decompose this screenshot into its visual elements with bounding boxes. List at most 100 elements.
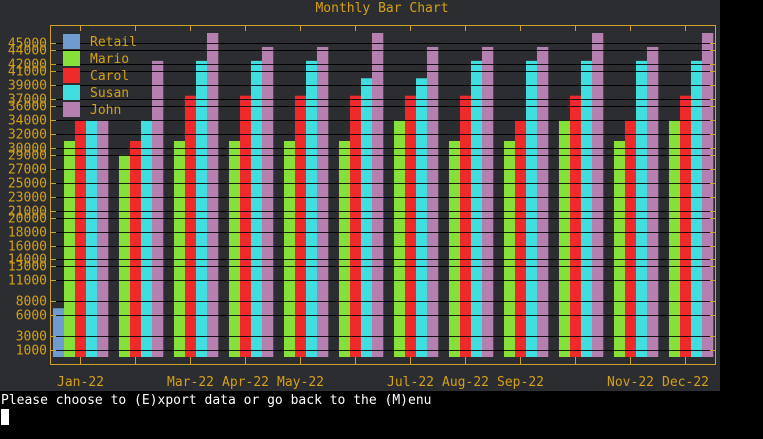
bar-john-may-22: John May-22: 44500 <box>317 46 329 357</box>
y-tick-label: 14000 <box>8 253 47 268</box>
bar-john-dec-22: John Dec-22: 46500 <box>702 33 714 357</box>
bar-john-apr-22: John Apr-22: 44500 <box>262 46 274 357</box>
y-tick-label: 13000 <box>8 260 47 275</box>
y-tick-label: 42000 <box>8 58 47 73</box>
x-tick-label: Aug-22 <box>442 375 489 390</box>
bar-carol-oct-22: Carol Oct-22: 37500 <box>570 95 582 358</box>
y-tick-label: 44000 <box>8 44 47 59</box>
bar-susan-sep-22: Susan Sep-22: 42500 <box>526 60 538 358</box>
bar-retail-jan-22: Retail Jan-22: 7000 <box>53 308 65 357</box>
bar-carol-aug-22: Carol Aug-22: 37500 <box>460 95 472 358</box>
bar-carol-apr-22: Carol Apr-22: 37500 <box>240 95 252 358</box>
bar-carol-jan-22: Carol Jan-22: 34000 <box>75 120 87 357</box>
plot-frame <box>50 25 716 365</box>
chart-title: Monthly Bar Chart <box>315 1 448 16</box>
text-cursor[interactable] <box>1 409 9 425</box>
legend-label-mario: Mario <box>90 52 129 67</box>
x-axis-ticks: Jan-22 Mar-22 Apr-22 May-22 Jul-22 Aug-22 Sep-… <box>57 26 709 390</box>
y-tick-label: 45000 <box>8 37 47 52</box>
y-tick-label: 20000 <box>8 212 47 227</box>
bar-mario-jul-22: Mario Jul-22: 34000 <box>394 120 406 357</box>
x-tick-label: May-22 <box>277 375 324 390</box>
bar-mario-sep-22: Mario Sep-22: 31000 <box>504 141 516 357</box>
bars: Retail Jan-22: 7000Mario Jan-22: 31000 Ma… <box>53 33 714 358</box>
legend-swatch-retail <box>63 34 80 49</box>
legend-label-carol: Carol <box>90 69 129 84</box>
bar-susan-aug-22: Susan Aug-22: 42500 <box>471 60 483 358</box>
y-tick-label: 29000 <box>8 149 47 164</box>
bar-john-aug-22: John Aug-22: 44500 <box>482 46 494 357</box>
legend-label-susan: Susan <box>90 86 129 101</box>
y-tick-label: 16000 <box>8 240 47 255</box>
y-tick-label: 37000 <box>8 93 47 108</box>
x-tick-label: Jan-22 <box>57 375 104 390</box>
bar-john-jun-22: John Jun-22: 46500 <box>372 33 384 357</box>
bar-john-sep-22: John Sep-22: 44500 <box>537 46 549 357</box>
y-tick-label: 6000 <box>16 309 47 324</box>
y-tick-label: 21000 <box>8 205 47 220</box>
bar-susan-mar-22: Susan Mar-22: 42500 <box>196 60 208 358</box>
gridlines-overlay <box>51 43 715 351</box>
bar-susan-nov-22: Susan Nov-22: 42500 <box>636 60 648 358</box>
y-tick-label: 41000 <box>8 65 47 80</box>
x-tick-label: Apr-22 <box>222 375 269 390</box>
legend: Retail Mario Carol Susan John <box>63 34 137 118</box>
x-tick-label: Sep-22 <box>497 375 544 390</box>
bar-mario-feb-22: Mario Feb-22: 29000 <box>119 154 131 357</box>
bar-carol-jul-22: Carol Jul-22: 37500 <box>405 95 417 358</box>
legend-swatch-mario <box>63 51 80 66</box>
y-tick-label: 27000 <box>8 163 47 178</box>
legend-swatch-carol <box>63 68 80 83</box>
x-tick-label: Mar-22 <box>167 375 214 390</box>
bar-john-oct-22: John Oct-22: 46500 <box>592 33 604 357</box>
bar-mario-may-22: Mario May-22: 31000 <box>284 141 296 357</box>
bar-john-feb-22: John Feb-22: 42500 <box>152 60 164 358</box>
x-tick-label: Nov-22 <box>607 375 654 390</box>
bar-susan-jan-22: Susan Jan-22: 34000 <box>86 120 98 357</box>
bar-john-mar-22: John Mar-22: 46500 <box>207 33 219 357</box>
y-tick-label: 1000 <box>16 344 47 359</box>
chart-panel: Monthly Bar Chart Retail Jan-22: 7000Mar… <box>0 0 720 391</box>
y-tick-label: 23000 <box>8 191 47 206</box>
y-tick-label: 34000 <box>8 114 47 129</box>
bar-john-nov-22: John Nov-22: 44500 <box>647 46 659 357</box>
y-tick-label: 39000 <box>8 79 47 94</box>
legend-label-retail: Retail <box>90 35 137 50</box>
bar-john-jan-22: John Jan-22: 34000 <box>97 120 109 357</box>
bar-mario-jun-22: Mario Jun-22: 31000 <box>339 141 351 357</box>
bar-susan-dec-22: Susan Dec-22: 42500 <box>691 60 703 358</box>
bar-carol-jun-22: Carol Jun-22: 37500 <box>350 95 362 358</box>
bar-mario-dec-22: Mario Dec-22: 34000 <box>669 120 681 357</box>
bar-carol-feb-22: Carol Feb-22: 31000 <box>130 141 142 357</box>
legend-label-john: John <box>90 103 121 118</box>
bar-carol-may-22: Carol May-22: 37500 <box>295 95 307 358</box>
y-tick-label: 32000 <box>8 128 47 143</box>
y-tick-label: 30000 <box>8 142 47 157</box>
y-tick-label: 3000 <box>16 330 47 345</box>
bar-carol-nov-22: Carol Nov-22: 34000 <box>625 120 637 357</box>
bar-susan-may-22: Susan May-22: 42500 <box>306 60 318 358</box>
bar-mario-aug-22: Mario Aug-22: 31000 <box>449 141 461 357</box>
y-tick-label: 25000 <box>8 177 47 192</box>
y-tick-label: 36000 <box>8 100 47 115</box>
x-tick-label: Dec-22 <box>662 375 709 390</box>
bar-carol-mar-22: Carol Mar-22: 37500 <box>185 95 197 358</box>
bar-susan-jun-22: Susan Jun-22: 40000 <box>361 78 373 357</box>
bar-mario-apr-22: Mario Apr-22: 31000 <box>229 141 241 357</box>
bar-susan-apr-22: Susan Apr-22: 42500 <box>251 60 263 358</box>
y-tick-label: 11000 <box>8 274 47 289</box>
bar-susan-feb-22: Susan Feb-22: 34000 <box>141 120 153 357</box>
legend-swatch-john <box>63 102 80 117</box>
x-tick-label: Jul-22 <box>387 375 434 390</box>
bar-john-jul-22: John Jul-22: 44500 <box>427 46 439 357</box>
y-tick-label: 8000 <box>16 295 47 310</box>
bar-chart: Monthly Bar Chart Retail Jan-22: 7000Mar… <box>8 1 716 390</box>
bar-susan-jul-22: Susan Jul-22: 40000 <box>416 78 428 357</box>
command-prompt: Please choose to (E)xport data or go bac… <box>1 393 432 408</box>
bar-mario-nov-22: Mario Nov-22: 31000 <box>614 141 626 357</box>
bar-carol-sep-22: Carol Sep-22: 34000 <box>515 120 527 357</box>
bar-mario-jan-22: Mario Jan-22: 31000 <box>64 141 76 357</box>
bar-carol-dec-22: Carol Dec-22: 37500 <box>680 95 692 358</box>
